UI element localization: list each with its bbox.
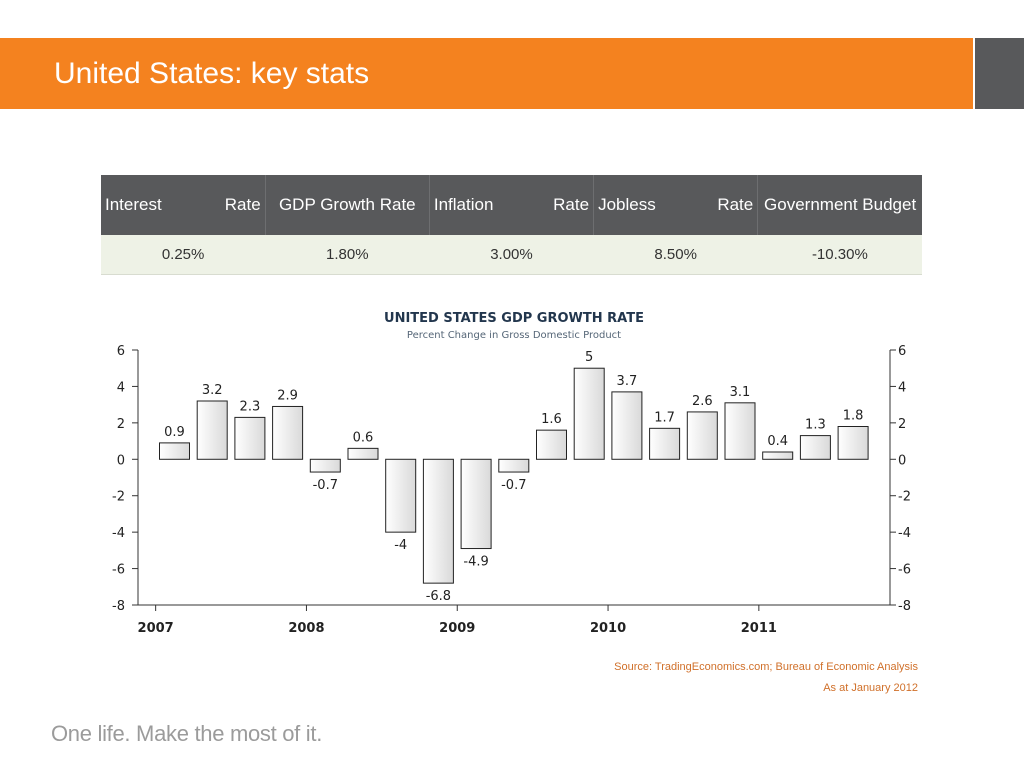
y-tick-label-right: -8 [898,599,911,614]
header-inflation-rate: Inflation Rate [429,175,595,235]
chart-subtitle: Percent Change in Gross Domestic Product [407,330,621,341]
value-government-budget: -10.30% [757,235,922,275]
header-gdp-growth-rate: GDP Growth Rate [265,175,430,235]
bar [422,458,454,584]
bar [573,367,605,460]
bar-value-label: 0.6 [353,430,374,445]
x-tick-label: 2011 [741,621,777,636]
header-inflation-rate-left: Inflation [433,195,494,214]
bar-value-label: 2.6 [692,394,713,409]
bar-value-label: 3.1 [730,385,751,400]
value-interest-rate: 0.25% [101,235,266,275]
y-tick-label-right: -2 [898,490,911,505]
bar-value-label: 1.6 [541,412,562,427]
key-stats-table: Interest Rate GDP Growth Rate Inflation … [101,175,922,275]
gdp-chart-svg: UNITED STATES GDP GROWTH RATE Percent Ch… [112,311,911,636]
header-government-budget: Government Budget [757,175,922,235]
value-inflation-rate: 3.00% [429,235,594,275]
header-jobless-rate-left: Jobless [598,195,656,214]
y-tick-label-left: 0 [117,453,125,468]
y-tick-label-left: -2 [112,490,125,505]
y-tick-label-right: 6 [898,344,906,359]
bar-value-label: -6.8 [426,589,451,604]
bar [196,400,228,460]
value-gdp-growth-rate: 1.80% [265,235,430,275]
bar [309,458,341,473]
y-tick-label-left: -6 [112,563,125,578]
footer-tagline: One life. Make the most of it. [51,721,323,746]
y-tick-label-left: 4 [117,380,125,395]
bar [498,458,530,473]
bar-value-label: 3.2 [202,383,223,398]
bar-value-label: 5 [585,350,593,365]
y-tick-label-left: 2 [117,417,125,432]
bar-value-label: 1.3 [805,418,826,433]
bar [536,429,567,460]
title-banner [0,38,973,109]
x-tick-label: 2007 [138,621,174,636]
value-jobless-rate: 8.50% [593,235,758,275]
as-at-line: As at January 2012 [823,682,918,694]
x-tick-label: 2010 [590,621,626,636]
bar-value-label: -0.7 [313,478,338,493]
header-interest-rate-right: Rate [224,195,261,214]
source-line: Source: TradingEconomics.com; Bureau of … [614,661,918,673]
bar [837,426,869,460]
header-interest-rate: Interest Rate [101,175,266,235]
header-jobless-rate: Jobless Rate [593,175,759,235]
bar-value-label: -4.9 [463,555,488,570]
chart-title: UNITED STATES GDP GROWTH RATE [384,311,644,326]
chart-bars [159,367,869,584]
y-tick-label-right: -4 [898,526,911,541]
bar [762,451,794,460]
chart-axes: 6 6 4 4 2 2 0 0 -2 -2 -4 -4 -6 -6 -8 -8 2007 2008 2009 2010… [112,344,911,636]
header-inflation-rate-right: Rate [553,195,590,214]
bar-value-label: -0.7 [501,478,526,493]
bar [159,442,190,460]
bar-value-label: 2.9 [277,388,298,403]
bar [799,435,831,460]
y-tick-label-right: 2 [898,417,906,432]
table-row: 0.25% 1.80% 3.00% 8.50% -10.30% [101,235,922,275]
slide-title: United States: key stats [54,57,370,90]
y-tick-label-left: 6 [117,344,125,359]
bar-value-label: 0.9 [164,425,185,440]
header-interest-rate-left: Interest [105,195,162,214]
bar [686,411,718,460]
bar [460,458,492,550]
x-tick-label: 2009 [439,621,475,636]
x-tick-label: 2008 [288,621,324,636]
banner-side-block [975,38,1024,109]
y-tick-label-left: -4 [112,526,125,541]
chart-data-labels: 0.9 3.2 2.3 2.9 -0.7 0.6 -4 -6.8 -4.9 -0.7 1.6 5 3.7… [164,350,863,604]
bar [234,416,266,460]
bar [385,458,417,533]
y-tick-label-left: -8 [112,599,125,614]
bar-value-label: -4 [394,538,407,553]
bar-value-label: 2.3 [240,399,261,414]
bar [347,447,379,460]
table-header-row: Interest Rate GDP Growth Rate Inflation … [101,175,922,235]
y-tick-label-right: 4 [898,380,906,395]
y-tick-label-right: 0 [898,453,906,468]
y-tick-label-right: -6 [898,563,911,578]
bar-value-label: 1.7 [654,410,675,425]
header-jobless-rate-right: Rate [717,195,754,214]
bar [611,391,643,460]
bar-value-label: 3.7 [617,374,638,389]
bar-value-label: 0.4 [767,434,788,449]
bar [272,405,304,460]
bar-value-label: 1.8 [843,409,864,424]
bar [724,402,756,460]
gdp-chart: UNITED STATES GDP GROWTH RATE Percent Ch… [100,300,930,640]
source-note: Source: TradingEconomics.com; Bureau of … [614,657,918,699]
bar [649,427,681,460]
